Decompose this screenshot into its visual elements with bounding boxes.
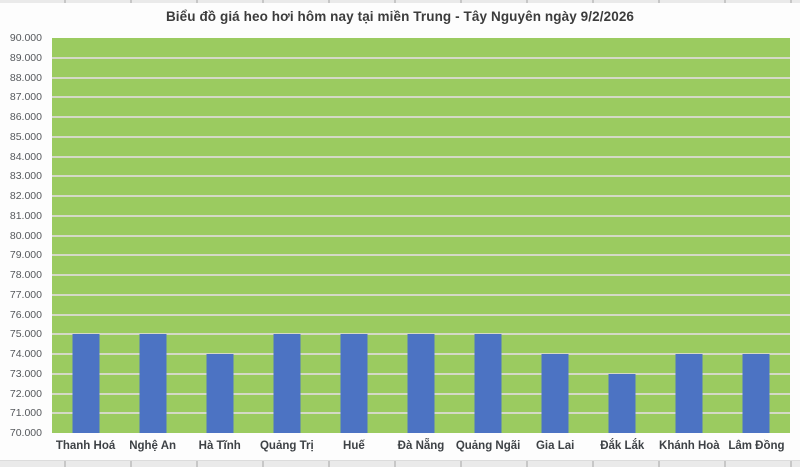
bar-Gia Lai bbox=[541, 354, 569, 433]
table-edge-bottom bbox=[0, 460, 800, 467]
y-tick-label: 82.000 bbox=[9, 190, 42, 202]
y-tick-label: 70.000 bbox=[9, 427, 42, 439]
y-tick-label: 86.000 bbox=[9, 111, 42, 123]
gridline bbox=[52, 96, 790, 99]
gridline bbox=[52, 254, 790, 257]
gridline bbox=[52, 274, 790, 276]
x-tick-label: Khánh Hoà bbox=[659, 440, 720, 452]
bar-Lâm Đồng bbox=[742, 354, 770, 433]
gridline bbox=[52, 214, 790, 217]
x-tick-label: Lâm Đồng bbox=[728, 440, 785, 452]
gridline bbox=[52, 175, 790, 178]
y-tick-label: 80.000 bbox=[9, 229, 42, 242]
gridline bbox=[52, 195, 790, 197]
gridline bbox=[52, 293, 790, 296]
y-tick-label: 79.000 bbox=[9, 249, 42, 262]
plot-area bbox=[52, 38, 790, 433]
y-tick-label: 78.000 bbox=[9, 269, 42, 281]
y-tick-label: 88.000 bbox=[9, 71, 42, 84]
y-tick-label: 71.000 bbox=[9, 407, 42, 420]
y-tick-label: 90.000 bbox=[9, 32, 42, 44]
bar-Đà Nẵng bbox=[407, 334, 435, 433]
bar-Thanh Hoá bbox=[72, 334, 100, 433]
bar-Đắk Lắk bbox=[608, 373, 636, 433]
x-tick-label: Quảng Ngãi bbox=[455, 440, 521, 452]
bar-Hà Tĩnh bbox=[206, 354, 234, 433]
gridline bbox=[52, 155, 790, 158]
y-axis: 90.000 89.000 88.000 87.000 86.000 85.000 84.0… bbox=[0, 32, 46, 439]
y-tick-label: 76.000 bbox=[9, 308, 42, 321]
bar-Quảng Trị bbox=[273, 334, 301, 433]
gridline bbox=[52, 313, 790, 316]
x-tick-label: Đắk Lắk bbox=[600, 440, 645, 452]
bar-Nghệ An bbox=[139, 334, 167, 433]
bar-Khánh Hoà bbox=[675, 354, 703, 433]
y-tick-label: 72.000 bbox=[9, 387, 42, 400]
y-tick-label: 89.000 bbox=[9, 51, 42, 64]
y-tick-label: 83.000 bbox=[9, 170, 42, 183]
y-tick-label: 87.000 bbox=[9, 91, 42, 104]
y-tick-label: 85.000 bbox=[9, 130, 42, 143]
x-tick-label: Huế bbox=[343, 440, 365, 452]
y-tick-label: 84.000 bbox=[9, 150, 42, 163]
x-tick-label: Nghệ An bbox=[129, 440, 177, 452]
x-axis: Thanh Hoá Nghệ An Hà Tĩnh Quảng Trị Huế Đà Nẵ… bbox=[52, 438, 790, 458]
chart-title: Biểu đồ giá heo hơi hôm nay tại miền Tru… bbox=[165, 9, 635, 24]
gridline bbox=[52, 56, 790, 59]
bar-Huế bbox=[340, 334, 368, 433]
y-tick-label: 74.000 bbox=[9, 348, 42, 360]
gridline bbox=[52, 76, 790, 79]
y-tick-label: 77.000 bbox=[9, 288, 42, 301]
y-tick-label: 75.000 bbox=[9, 328, 42, 341]
gridline bbox=[52, 135, 790, 138]
gridline bbox=[52, 116, 790, 118]
x-tick-label: Đà Nẵng bbox=[397, 440, 445, 452]
y-tick-label: 73.000 bbox=[9, 367, 42, 380]
table-edge-top bbox=[0, 0, 800, 3]
x-tick-label: Thanh Hoá bbox=[55, 440, 116, 452]
x-tick-label: Quảng Trị bbox=[259, 440, 314, 452]
gridline bbox=[52, 234, 790, 237]
bar-Quảng Ngãi bbox=[474, 334, 502, 433]
x-tick-label: Hà Tĩnh bbox=[198, 440, 241, 452]
x-tick-label: Gia Lai bbox=[535, 440, 575, 452]
y-tick-label: 81.000 bbox=[9, 209, 42, 222]
